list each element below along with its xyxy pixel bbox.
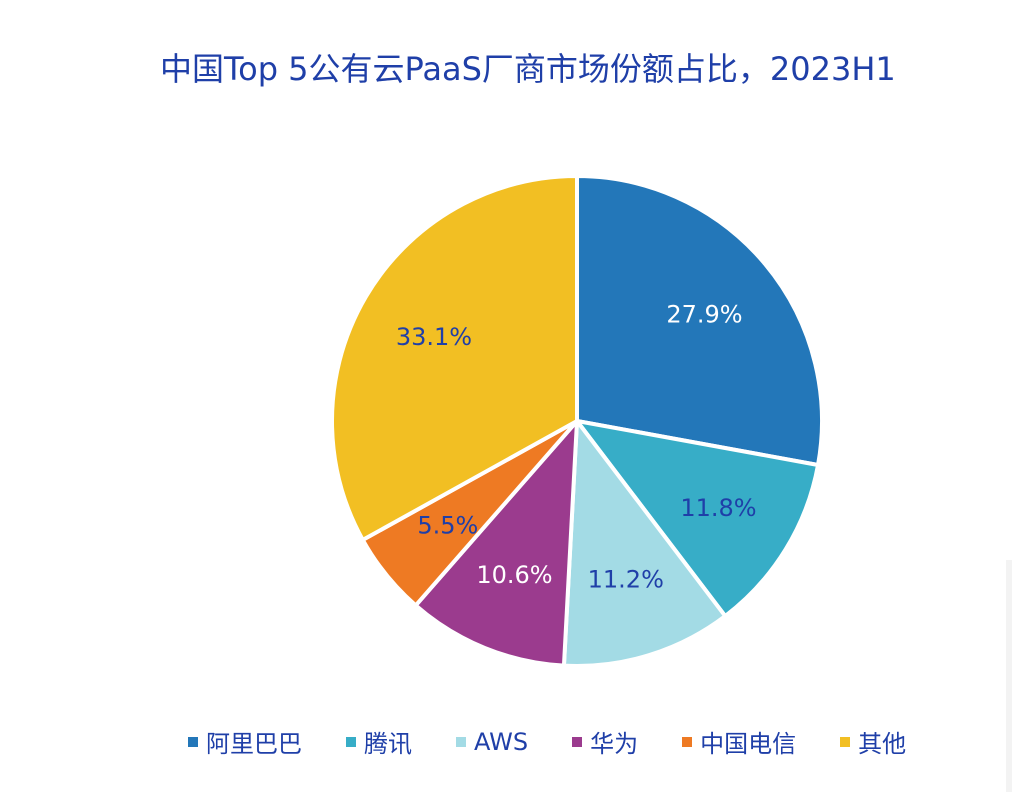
legend-label: 腾讯 [364,730,412,758]
legend-swatch [188,736,198,747]
legend-label: AWS [474,727,529,756]
slice-value-label: 5.5% [417,511,478,539]
legend-item[interactable]: AWS [456,728,528,756]
legend-item[interactable]: 阿里巴巴 [188,724,302,759]
legend-item[interactable]: 中国电信 [682,724,796,759]
slice-value-label: 33.1% [396,323,472,351]
scroll-edge [1006,560,1012,792]
pie-slice-0 [575,174,824,467]
pie-slice-5 [330,174,579,542]
legend-item[interactable]: 腾讯 [346,724,412,759]
pie-slice-1 [575,419,821,619]
legend-swatch [682,736,693,747]
legend-item[interactable]: 华为 [572,724,638,759]
chart-title: 中国Top 5公有云PaaS厂商市场份额占比，2023H1 [160,50,896,88]
legend-swatch [572,736,583,747]
legend-swatch [456,736,466,747]
legend-swatch [346,736,356,747]
legend-label: 阿里巴巴 [206,730,302,758]
legend: 阿里巴巴 腾讯 AWS 华为 中国电信 其他 [188,724,906,759]
legend-label: 华为 [590,730,639,758]
slice-value-label: 10.6% [476,561,552,589]
slice-value-label: 27.9% [666,301,742,329]
legend-swatch [840,736,851,747]
pie-slice-3 [413,419,579,668]
legend-item[interactable]: 其他 [840,724,906,759]
slice-value-label: 11.2% [588,566,664,594]
legend-label: 中国电信 [700,730,797,758]
pie-slice-2 [561,419,728,668]
legend-label: 其他 [858,730,907,758]
slice-value-label: 11.8% [680,494,756,522]
